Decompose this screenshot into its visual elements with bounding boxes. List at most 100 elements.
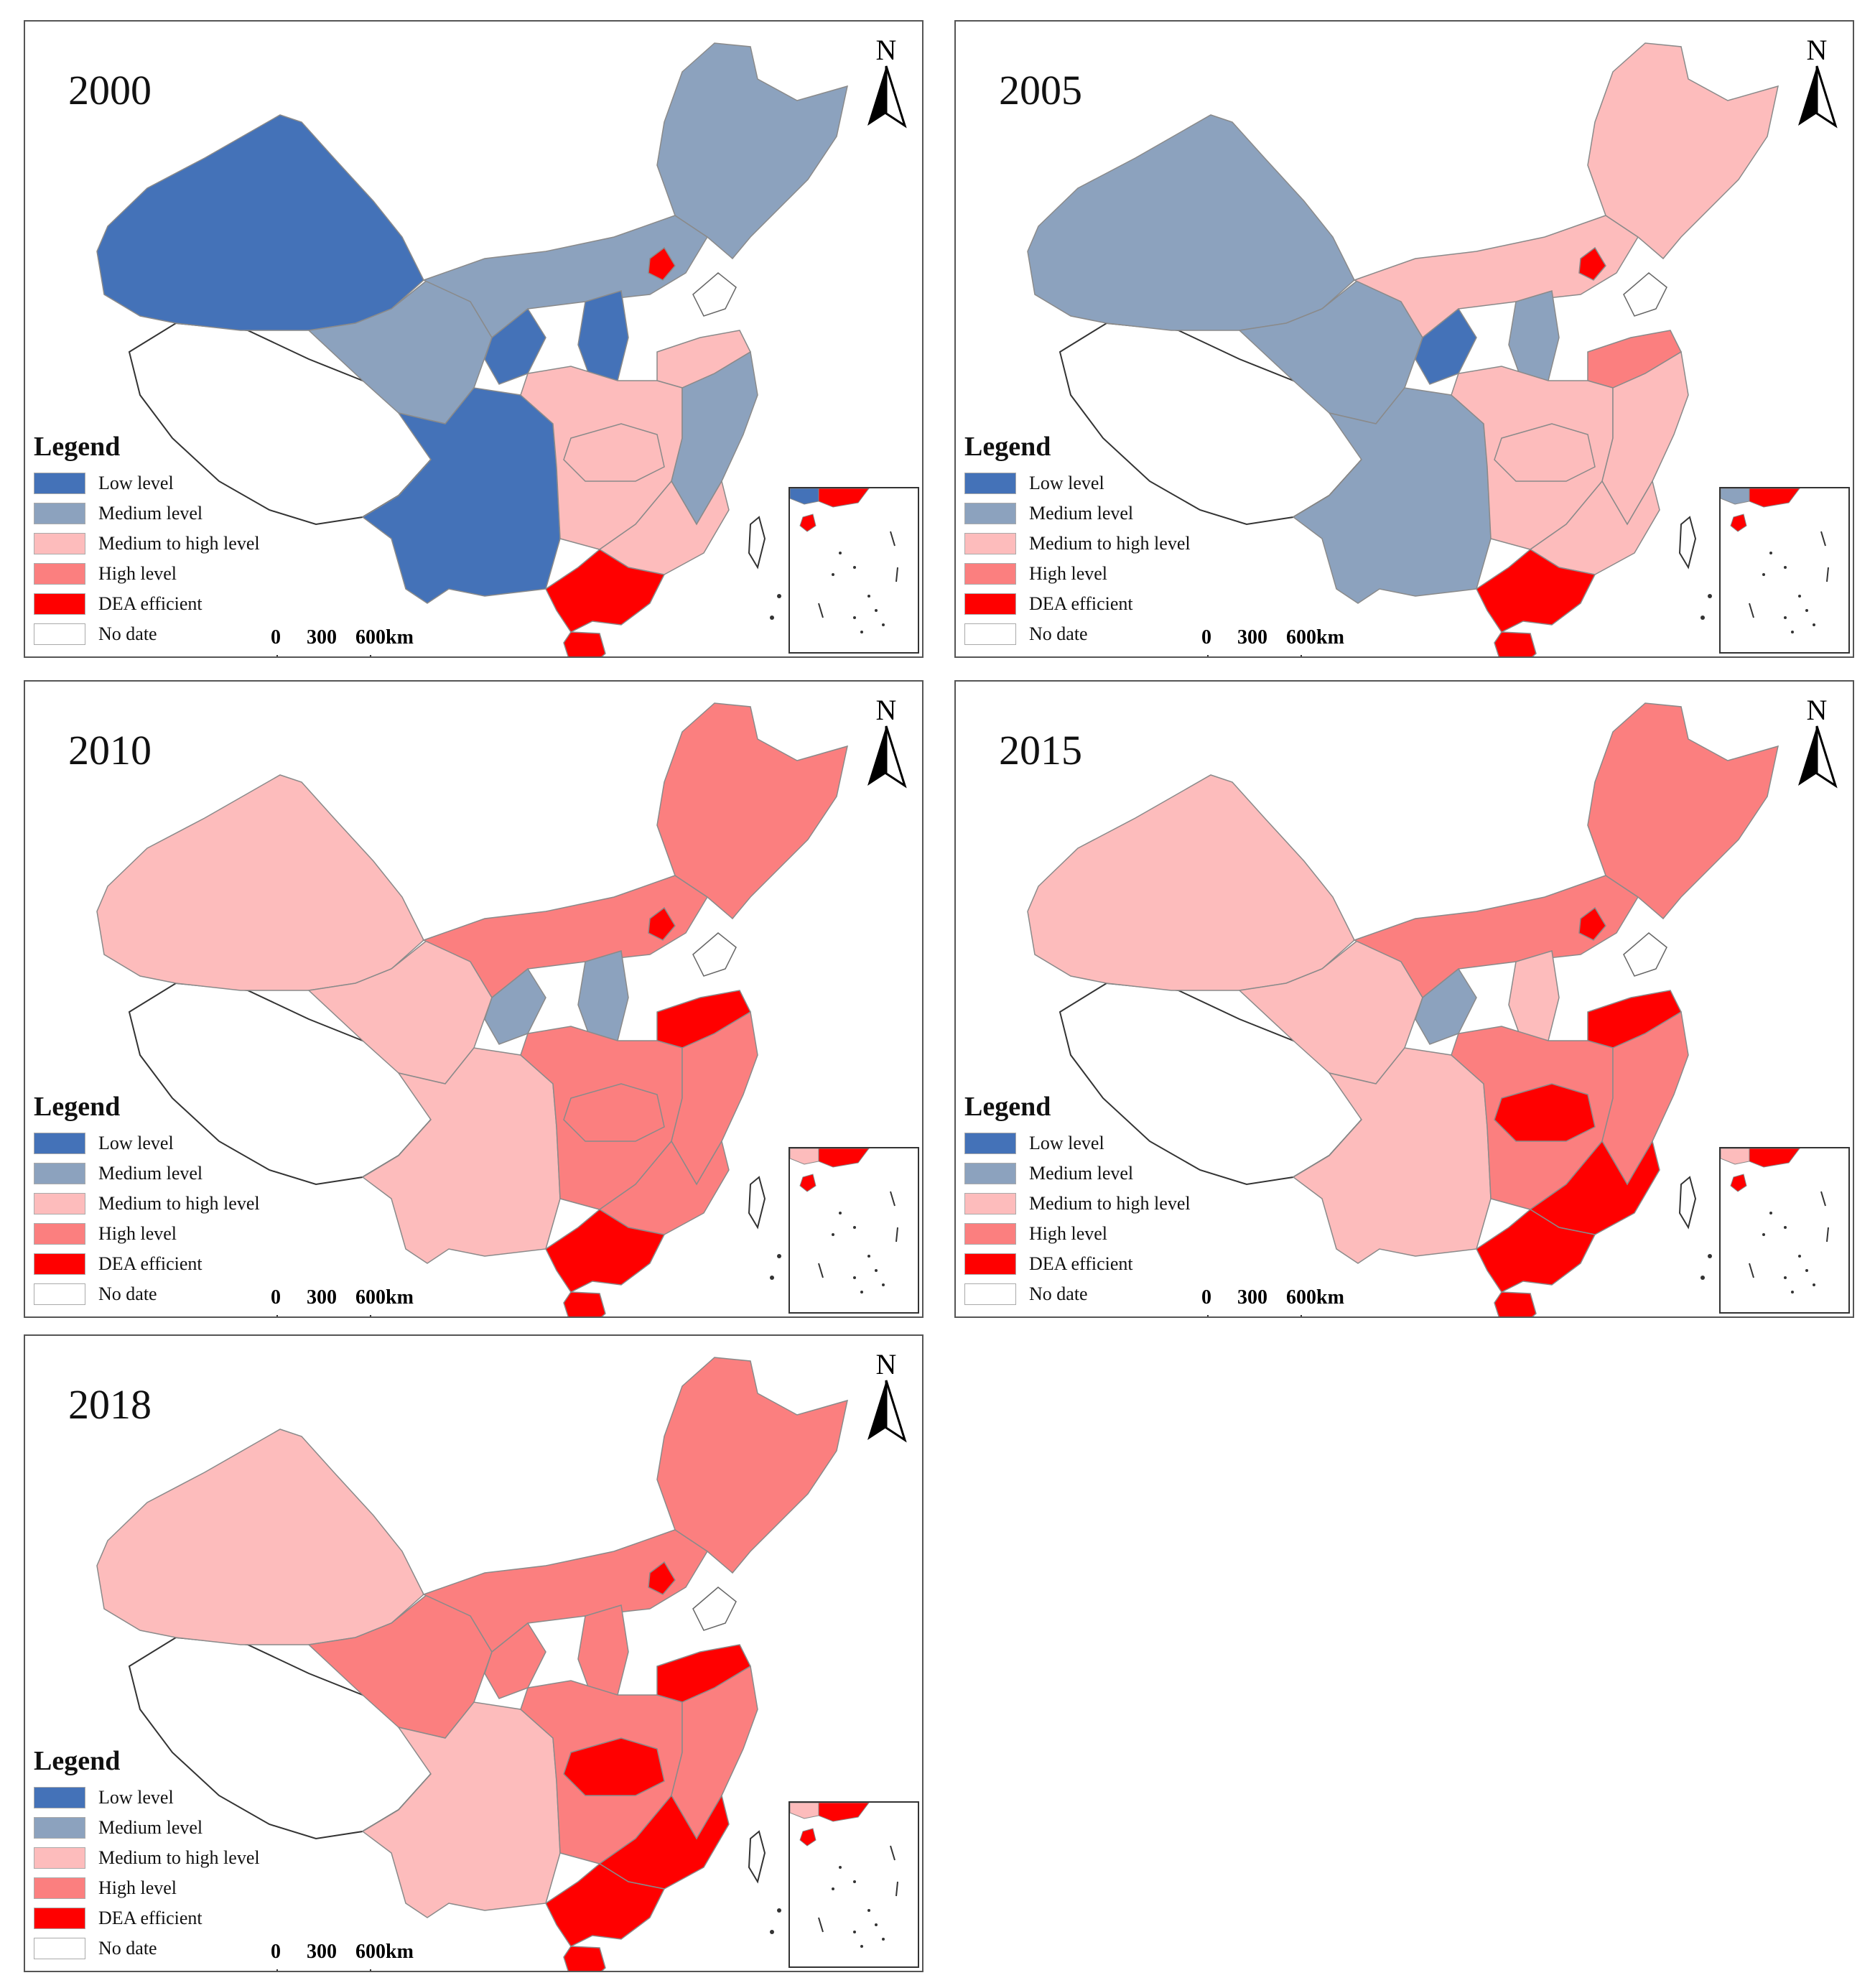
region-hainan — [1494, 1291, 1537, 1316]
region-taiwan — [748, 1176, 766, 1230]
panel-year: 2005 — [999, 67, 1082, 113]
north-arrow-icon — [1798, 725, 1838, 789]
legend-label: DEA efficient — [1029, 593, 1133, 614]
legend-item: Low level — [34, 468, 335, 498]
island — [770, 1276, 774, 1280]
legend-item: Medium level — [34, 498, 335, 529]
legend-item: No date — [34, 1279, 335, 1309]
island — [1708, 594, 1712, 598]
region-taiwan — [1678, 516, 1697, 570]
china-map — [96, 1357, 848, 1971]
scale-label: 600km — [355, 626, 414, 649]
island — [1700, 1276, 1705, 1280]
legend-label: DEA efficient — [98, 1253, 203, 1274]
legend-swatch — [34, 1253, 85, 1275]
scale-bar: 0 300 600km — [271, 626, 414, 656]
scale-bar-line — [276, 1315, 371, 1316]
region-taiwan — [748, 1830, 766, 1884]
region-sw — [361, 1047, 561, 1264]
legend: Legend Low level Medium level Medium to hig… — [964, 431, 1266, 649]
north-arrow-icon — [867, 65, 907, 129]
region-nw — [1027, 114, 1355, 331]
legend-swatch — [964, 1223, 1016, 1245]
legend-item: Medium level — [964, 498, 1266, 529]
legend-label: No date — [98, 623, 157, 644]
scale-bar: 0 300 600km — [1201, 626, 1344, 656]
legend-item: No date — [964, 1279, 1266, 1309]
legend-item: No date — [34, 619, 335, 649]
scale-label: 600km — [1286, 1286, 1344, 1309]
legend-item: Medium to high level — [964, 1189, 1266, 1219]
legend-swatch — [964, 1253, 1016, 1275]
legend-label: No date — [98, 1283, 157, 1304]
scale-bar: 0 300 600km — [1201, 1286, 1344, 1316]
region-sw — [361, 387, 561, 604]
scale-label: 300 — [1237, 1286, 1267, 1309]
legend-label: High level — [98, 1877, 177, 1898]
legend-title: Legend — [964, 1092, 1051, 1122]
region-beijing — [648, 1561, 676, 1595]
legend-label: Medium to high level — [1029, 1193, 1191, 1214]
scale-label: 0 — [1201, 1286, 1211, 1309]
legend-item: DEA efficient — [34, 589, 335, 619]
region-east — [1601, 1011, 1689, 1186]
legend-swatch — [34, 1223, 85, 1245]
legend-swatch — [34, 1877, 85, 1899]
legend-label: High level — [1029, 1223, 1108, 1244]
region-taiwan — [1678, 1176, 1697, 1230]
north-label: N — [1806, 694, 1828, 726]
bohai-sea — [692, 932, 737, 977]
bohai-sea — [692, 272, 737, 317]
south-china-sea-inset — [788, 1147, 919, 1314]
scale-label: 0 — [1201, 626, 1211, 649]
bohai-sea — [692, 1587, 737, 1631]
legend-item: No date — [34, 1933, 335, 1964]
legend: Legend Low level Medium level Medium to hig… — [964, 1091, 1266, 1309]
region-hubei — [563, 1083, 665, 1142]
north-label: N — [875, 694, 897, 726]
legend-swatch — [34, 623, 85, 645]
legend-label: Low level — [98, 1787, 174, 1808]
region-sw — [1292, 387, 1492, 604]
legend-swatch — [34, 533, 85, 554]
legend-swatch — [964, 1133, 1016, 1154]
region-shanxi — [577, 290, 629, 385]
scale-label: 300 — [307, 1941, 337, 1963]
region-nw — [96, 114, 424, 331]
china-map — [1027, 42, 1779, 656]
island — [770, 1930, 774, 1934]
region-beijing — [648, 906, 676, 941]
legend-swatch — [964, 473, 1016, 494]
scale-bar-line — [1207, 1315, 1302, 1316]
panel-year: 2010 — [68, 727, 152, 774]
legend-swatch — [964, 1163, 1016, 1184]
region-guangdong — [1476, 549, 1596, 633]
legend-item: Medium to high level — [34, 529, 335, 559]
region-hubei — [1494, 1083, 1596, 1142]
legend-label: High level — [1029, 563, 1108, 584]
scale-bar: 0 300 600km — [271, 1941, 414, 1971]
region-guangdong — [545, 549, 666, 633]
north-arrow-icon — [867, 725, 907, 789]
legend-swatch — [964, 623, 1016, 645]
island — [777, 594, 781, 598]
panel-year: 2015 — [999, 727, 1082, 774]
legend-label: Low level — [1029, 1133, 1104, 1153]
legend-swatch — [34, 1133, 85, 1154]
north-label: N — [875, 1348, 897, 1380]
legend: Legend Low level Medium level Medium to hig… — [34, 431, 335, 649]
legend-item: High level — [964, 559, 1266, 589]
legend-item: Low level — [34, 1783, 335, 1813]
legend-label: Medium level — [98, 1817, 203, 1838]
region-shanxi — [577, 950, 629, 1045]
legend-item: Medium level — [34, 1158, 335, 1189]
map-panel-2018: 2018 N Legend Low level Medium level Medium t… — [24, 1334, 923, 1972]
region-shanxi — [1508, 290, 1560, 385]
legend-item: DEA efficient — [964, 589, 1266, 619]
region-guangdong — [545, 1209, 666, 1293]
legend-label: Low level — [1029, 473, 1104, 493]
region-nw — [96, 1429, 424, 1645]
north-arrow: N — [1795, 36, 1838, 136]
legend-label: High level — [98, 1223, 177, 1244]
region-sw — [1292, 1047, 1492, 1264]
